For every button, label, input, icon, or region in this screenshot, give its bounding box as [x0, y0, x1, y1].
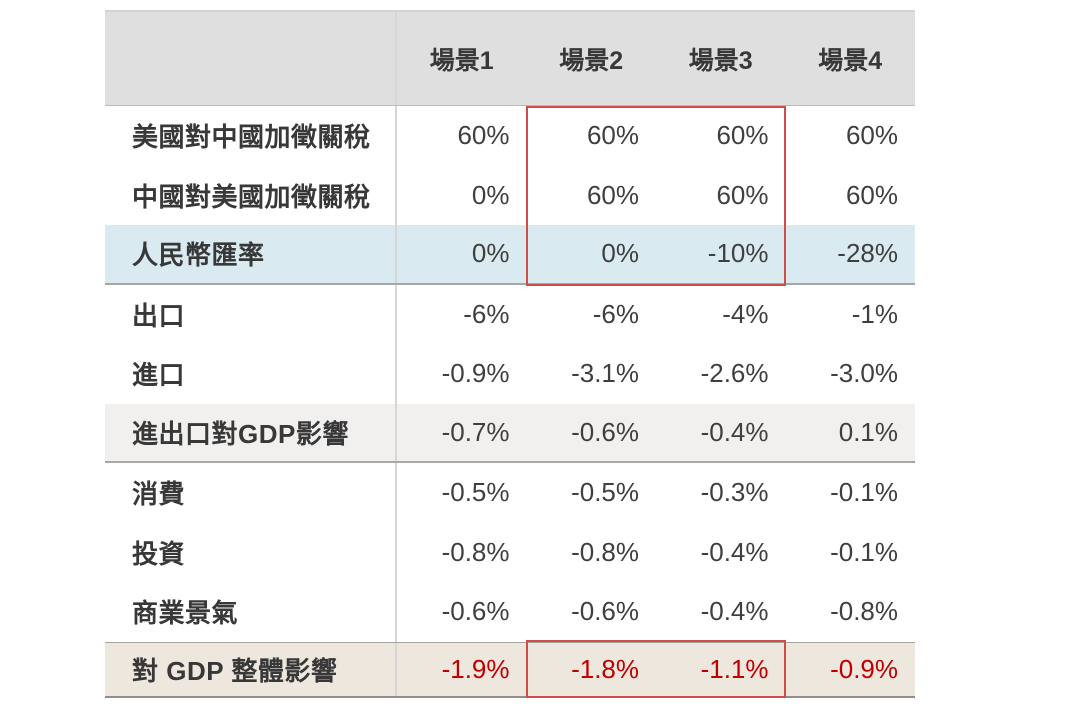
row-label: 消費 — [105, 463, 397, 523]
cell-value: -0.6% — [571, 596, 639, 627]
table-row-rmb-exchange-rate: 人民幣匯率 0% 0% -10% -28% — [105, 225, 915, 285]
column-header-scenario-1: 場景1 — [429, 46, 494, 75]
corner-cell — [105, 12, 397, 105]
table-row-total-gdp-impact: 對 GDP 整體影響 -1.9% -1.8% -1.1% -0.9% — [105, 641, 915, 698]
cell-value: -1% — [851, 298, 898, 329]
cell-value: -0.8% — [441, 536, 510, 567]
cell-value: 0% — [471, 238, 510, 269]
cell-value: -0.8% — [571, 536, 639, 567]
cell-value: -0.8% — [830, 596, 898, 627]
table-row-imports: 進口 -0.9% -3.1% -2.6% -3.0% — [105, 344, 915, 404]
row-label: 中國對美國加徵關稅 — [105, 165, 397, 225]
cell-value: 0% — [471, 179, 510, 210]
cell-value: -0.5% — [571, 477, 639, 508]
cell-value: -0.6% — [441, 596, 510, 627]
cell-value: -0.9% — [830, 653, 898, 684]
table-row-exports: 出口 -6% -6% -4% -1% — [105, 284, 915, 344]
row-label: 投資 — [105, 522, 397, 582]
column-header-scenario-2: 場景2 — [559, 46, 624, 75]
cell-value: -0.3% — [700, 477, 769, 508]
table-row-investment: 投資 -0.8% -0.8% -0.4% -0.1% — [105, 522, 915, 582]
column-header-scenario-4: 場景4 — [818, 46, 883, 75]
cell-value: 60% — [845, 179, 898, 210]
cell-value: -1.1% — [700, 653, 769, 684]
cell-value: -3.1% — [571, 358, 639, 389]
cell-value: -3.0% — [830, 358, 898, 389]
cell-value: -0.1% — [830, 536, 898, 567]
table-row-business-sentiment: 商業景氣 -0.6% -0.6% -0.4% -0.8% — [105, 582, 915, 642]
cell-value: -0.1% — [830, 477, 898, 508]
header-row: 場景1 場景2 場景3 場景4 — [105, 10, 915, 106]
cell-value: 60% — [845, 120, 898, 151]
cell-value: -0.4% — [700, 416, 769, 447]
row-label: 商業景氣 — [105, 582, 397, 642]
cell-value: 0.1% — [838, 416, 898, 447]
cell-value: -1.8% — [571, 653, 639, 684]
cell-value: -10% — [707, 238, 769, 269]
table-row-us-tariff-on-china: 美國對中國加徵關稅 60% 60% 60% 60% — [105, 106, 915, 166]
cell-value: -0.6% — [571, 416, 639, 447]
column-header-scenario-3: 場景3 — [688, 46, 753, 75]
cell-value: -6% — [592, 298, 639, 329]
table-row-consumption: 消費 -0.5% -0.5% -0.3% -0.1% — [105, 463, 915, 523]
table-row-china-tariff-on-us: 中國對美國加徵關稅 0% 60% 60% 60% — [105, 165, 915, 225]
cell-value: 60% — [586, 179, 639, 210]
cell-value: 60% — [716, 179, 769, 210]
cell-value: -0.4% — [700, 536, 769, 567]
row-label: 出口 — [105, 284, 397, 344]
row-label: 對 GDP 整體影響 — [105, 642, 397, 696]
row-label: 進出口對GDP影響 — [105, 403, 397, 461]
row-label: 人民幣匯率 — [105, 225, 397, 283]
cell-value: 60% — [716, 120, 769, 151]
row-label: 美國對中國加徵關稅 — [105, 106, 397, 166]
cell-value: 0% — [601, 238, 639, 269]
cell-value: 60% — [457, 120, 510, 151]
table-row-trade-gdp-impact: 進出口對GDP影響 -0.7% -0.6% -0.4% 0.1% — [105, 403, 915, 463]
scenario-table: 場景1 場景2 場景3 場景4 美國對中國加徵關稅 60% 60% 60% 60… — [105, 10, 915, 698]
cell-value: -0.7% — [441, 416, 510, 447]
cell-value: -2.6% — [700, 358, 769, 389]
cell-value: -0.4% — [700, 596, 769, 627]
cell-value: -28% — [837, 238, 898, 269]
row-label: 進口 — [105, 344, 397, 404]
cell-value: -0.9% — [441, 358, 510, 389]
cell-value: -4% — [722, 298, 769, 329]
cell-value: 60% — [586, 120, 639, 151]
cell-value: -0.5% — [441, 477, 510, 508]
cell-value: -6% — [463, 298, 510, 329]
cell-value: -1.9% — [441, 653, 510, 684]
